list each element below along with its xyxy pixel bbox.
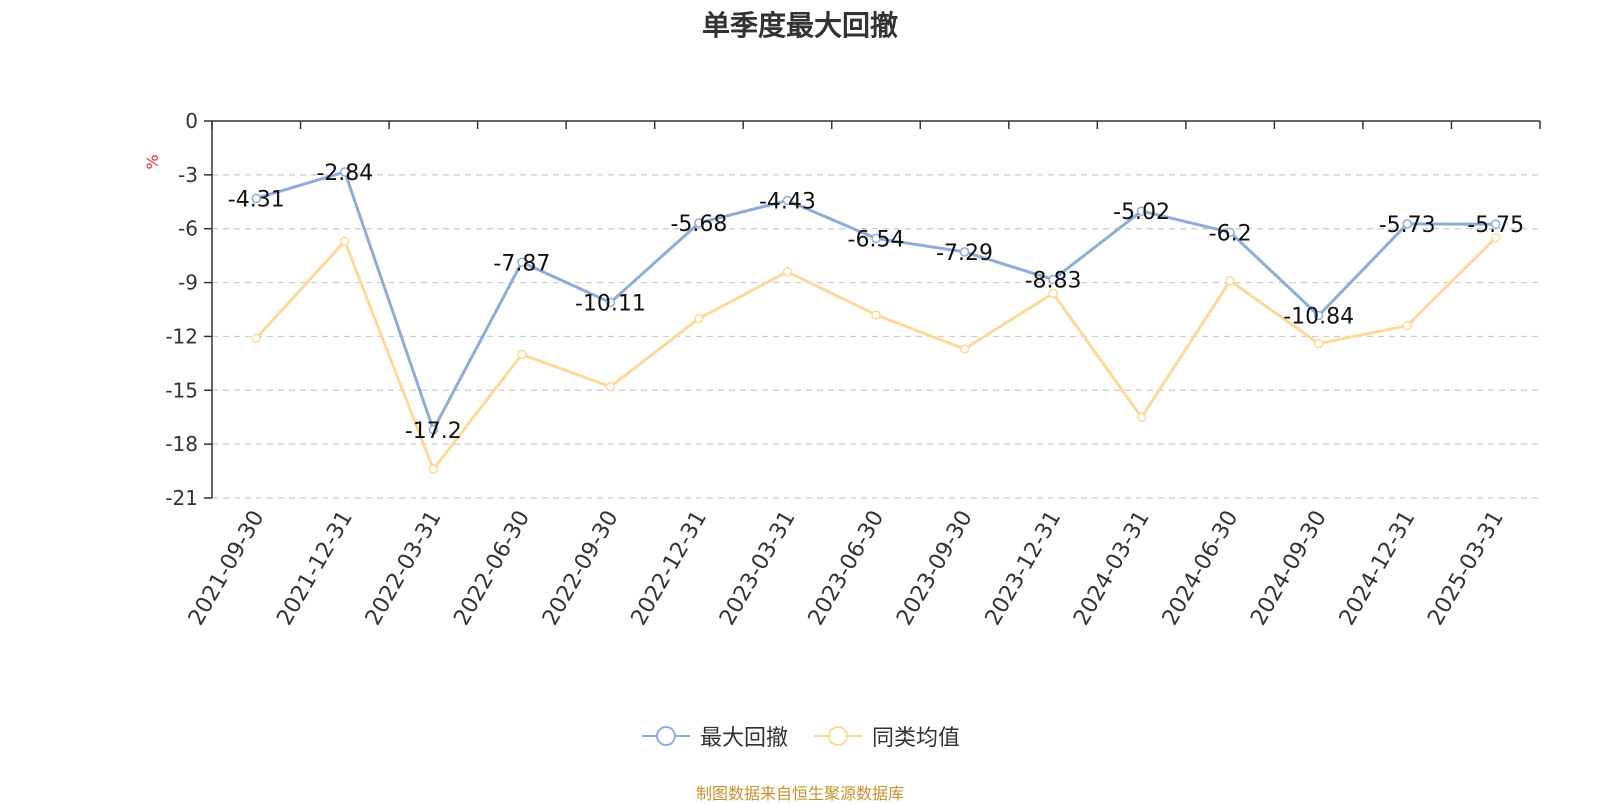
series-2-point xyxy=(1048,288,1058,299)
legend-item-series-1[interactable]: 最大回撤 xyxy=(640,720,788,752)
y-tick-label: -9 xyxy=(178,271,198,295)
series-1-point xyxy=(605,297,616,308)
series-line-1 xyxy=(255,170,1496,432)
data-label: -8.83 xyxy=(1025,269,1082,294)
series-2-point xyxy=(1313,338,1324,349)
legend-item-series-2[interactable]: 同类均值 xyxy=(812,720,960,752)
chart-title: 单季度最大回撤 xyxy=(701,9,898,42)
x-tick-label: 2022-09-30 xyxy=(538,507,624,630)
x-tick-label: 2023-03-31 xyxy=(715,507,801,630)
x-tick-label: 2024-09-30 xyxy=(1246,507,1332,630)
data-label: -5.02 xyxy=(1113,200,1170,225)
source-footer: 制图数据来自恒生聚源数据库 xyxy=(695,784,904,803)
series-1-point xyxy=(694,218,704,228)
grid-layer xyxy=(212,174,1540,499)
series-1-point xyxy=(959,247,970,257)
series-1-point xyxy=(340,167,350,177)
x-tick-label: 2021-12-31 xyxy=(272,507,358,630)
y-tick-label: -18 xyxy=(165,432,198,456)
series-2-point xyxy=(1490,232,1501,243)
legend-label-series-2: 同类均值 xyxy=(872,726,961,751)
x-tick-label: 2024-06-30 xyxy=(1158,507,1244,630)
series-2-point xyxy=(1225,276,1235,286)
y-tick-label: 0 xyxy=(185,109,198,133)
data-label: -7.29 xyxy=(936,241,993,266)
x-tick-label: 2023-12-31 xyxy=(981,507,1067,630)
series-1-point xyxy=(1225,227,1235,238)
data-label: -6.2 xyxy=(1209,221,1252,246)
data-label: -4.31 xyxy=(228,187,285,212)
data-label: -10.84 xyxy=(1283,305,1354,330)
legend-marker-series-2-icon xyxy=(814,726,862,746)
series-2-point xyxy=(1402,320,1412,331)
x-tick-label: 2024-12-31 xyxy=(1335,507,1421,630)
data-label: -5.68 xyxy=(670,212,727,237)
series-2-point xyxy=(871,310,881,320)
y-tick-label: -21 xyxy=(165,486,198,510)
y-tick-label: -15 xyxy=(165,378,198,402)
series-2-point xyxy=(694,313,704,324)
series-1-point xyxy=(1402,219,1412,229)
series-layer xyxy=(251,167,1501,475)
series-2-point xyxy=(340,236,350,247)
series-1-point xyxy=(1136,206,1147,216)
series-1-point xyxy=(1048,274,1058,285)
series-1-point xyxy=(782,195,793,206)
data-label-layer: -4.31 -2.84 -17.2 -7.87 -10.11 -5.68 -4.43 -6.5… xyxy=(228,161,1524,444)
y-tick-label: -12 xyxy=(165,324,198,348)
data-label: -6.54 xyxy=(848,227,905,252)
data-label: -17.2 xyxy=(405,419,462,444)
axis-layer: 0 -3 -6 -9 -12 -15 -18 -21% 2021-09-30 2021-12-31… xyxy=(143,109,1541,630)
data-label: -4.43 xyxy=(759,190,816,215)
series-1-point xyxy=(428,425,439,435)
series-1-point xyxy=(517,257,527,268)
y-axis-unit-label: % xyxy=(143,154,162,169)
y-tick-label: -6 xyxy=(178,217,198,241)
legend-label-series-1: 最大回撤 xyxy=(699,726,788,751)
series-2-point xyxy=(959,344,970,354)
series-1-point xyxy=(251,193,262,204)
series-2-point xyxy=(1136,412,1147,422)
x-tick-label: 2021-09-30 xyxy=(184,507,270,630)
legend: 最大回撤 同类均值 xyxy=(0,720,1600,752)
y-tick-label: -3 xyxy=(178,163,198,187)
x-tick-label: 2023-09-30 xyxy=(892,507,978,630)
x-tick-label: 2022-03-31 xyxy=(361,507,447,630)
data-label: -7.87 xyxy=(493,251,550,276)
x-tick-label: 2022-06-30 xyxy=(449,507,535,630)
series-2-point xyxy=(782,267,793,277)
series-2-point xyxy=(428,464,439,475)
series-1-point xyxy=(871,233,881,244)
x-tick-label: 2024-03-31 xyxy=(1069,507,1155,630)
data-label: -2.84 xyxy=(316,161,373,186)
series-1-point xyxy=(1490,219,1501,229)
x-tick-label: 2025-03-31 xyxy=(1423,507,1509,630)
data-label: -10.11 xyxy=(575,291,646,316)
series-2-point xyxy=(517,349,527,360)
legend-marker-series-1-icon xyxy=(641,726,690,746)
data-label: -5.75 xyxy=(1467,213,1524,238)
series-2-point xyxy=(605,381,616,392)
series-1-point xyxy=(1313,310,1324,321)
x-tick-label: 2022-12-31 xyxy=(627,507,713,630)
x-tick-label: 2023-06-30 xyxy=(804,507,890,630)
series-2-point xyxy=(251,333,262,343)
data-label: -5.73 xyxy=(1379,213,1436,238)
